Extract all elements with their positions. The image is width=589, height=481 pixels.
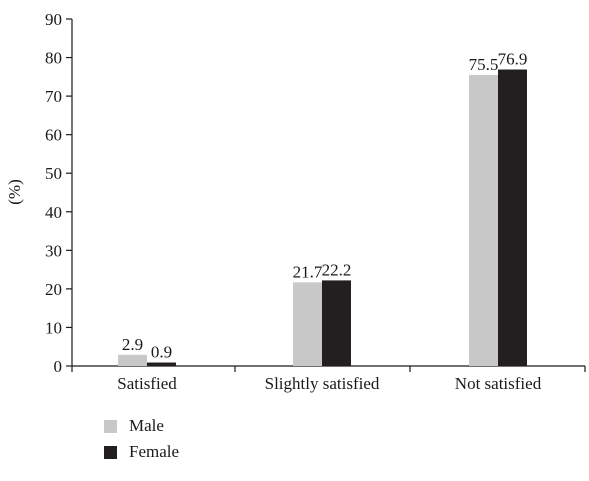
- bar-female-1: [322, 280, 351, 366]
- x-tick-label-2: Not satisfied: [455, 374, 542, 393]
- bar-male-2: [469, 74, 498, 367]
- legend-label-female: Female: [129, 442, 180, 461]
- y-tick-label-30: 30: [45, 241, 62, 260]
- y-tick-label-50: 50: [45, 164, 62, 183]
- y-tick-label-70: 70: [45, 87, 62, 106]
- legend-item-female: Female: [104, 439, 179, 465]
- y-tick-label-10: 10: [45, 318, 62, 337]
- y-tick-label-40: 40: [45, 203, 62, 222]
- data-label-female-0: 0.9: [151, 343, 172, 362]
- y-tick-label-20: 20: [45, 280, 62, 299]
- x-tick-label-1: Slightly satisfied: [265, 374, 380, 393]
- y-tick-label-60: 60: [45, 126, 62, 145]
- legend-swatch-female: [104, 445, 117, 459]
- data-label-male-1: 21.7: [293, 262, 323, 281]
- bar-male-1: [293, 282, 322, 366]
- bar-female-0: [147, 362, 176, 366]
- legend-swatch-male: [104, 419, 117, 433]
- x-tick-label-0: Satisfied: [117, 374, 177, 393]
- data-label-male-2: 75.5: [469, 55, 499, 74]
- bar-female-2: [498, 69, 527, 366]
- data-label-male-0: 2.9: [122, 335, 143, 354]
- y-axis-ticks: 0 10 20 30 40 50 60 70 80 90: [45, 10, 72, 376]
- bars-group: 2.9 0.9 21.7 22.2 75.5 76.9: [118, 50, 528, 367]
- legend-label-male: Male: [129, 416, 164, 435]
- legend: Male Female: [104, 413, 179, 465]
- y-axis-label: (%): [5, 179, 24, 204]
- y-tick-label-80: 80: [45, 49, 62, 68]
- legend-item-male: Male: [104, 413, 179, 439]
- y-tick-label-90: 90: [45, 10, 62, 29]
- x-axis-ticks: Satisfied Slightly satisfied Not satisfied: [71, 366, 586, 393]
- data-label-female-1: 22.2: [322, 260, 352, 279]
- bar-chart: 0 10 20 30 40 50 60 70 80 90 (%) 2.9 0.9 21.7 22.2 75…: [5, 10, 586, 393]
- bar-male-0: [118, 354, 147, 366]
- data-label-female-2: 76.9: [498, 50, 528, 69]
- y-tick-label-0: 0: [54, 357, 63, 376]
